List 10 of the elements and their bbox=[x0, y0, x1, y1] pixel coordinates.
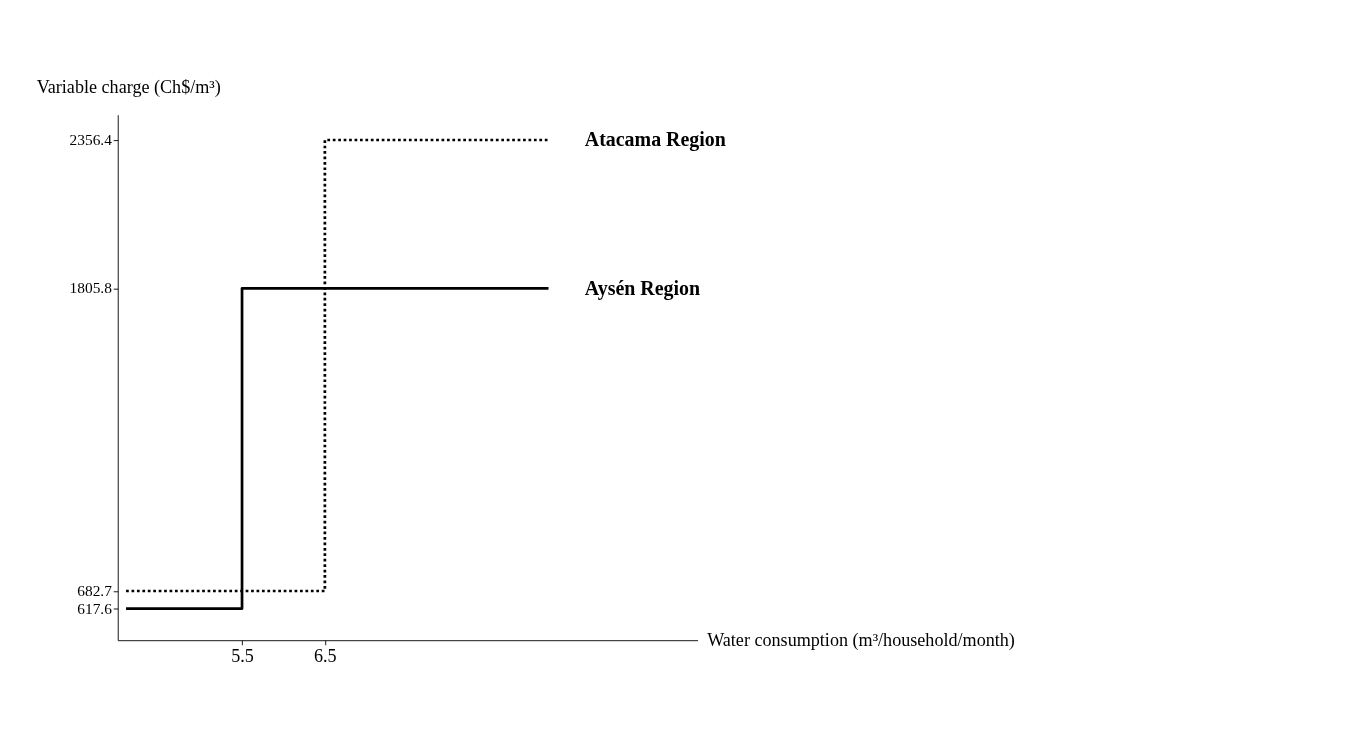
y-tick-label: 617.6 bbox=[77, 599, 113, 617]
y-tick-label: 1805.8 bbox=[69, 279, 113, 297]
y-axis-title: Variable charge (Ch$/m³) bbox=[36, 77, 221, 99]
y-tick-label: 2356.4 bbox=[69, 130, 113, 148]
series-label: Atacama Region bbox=[584, 128, 726, 152]
x-tick-label: 5.5 bbox=[231, 645, 254, 666]
x-tick-label: 6.5 bbox=[314, 645, 337, 666]
y-tick-label: 682.7 bbox=[77, 582, 113, 599]
series-label: Aysén Region bbox=[584, 276, 701, 300]
x-axis-title: Water consumption (m³/household/month) bbox=[707, 630, 1015, 652]
